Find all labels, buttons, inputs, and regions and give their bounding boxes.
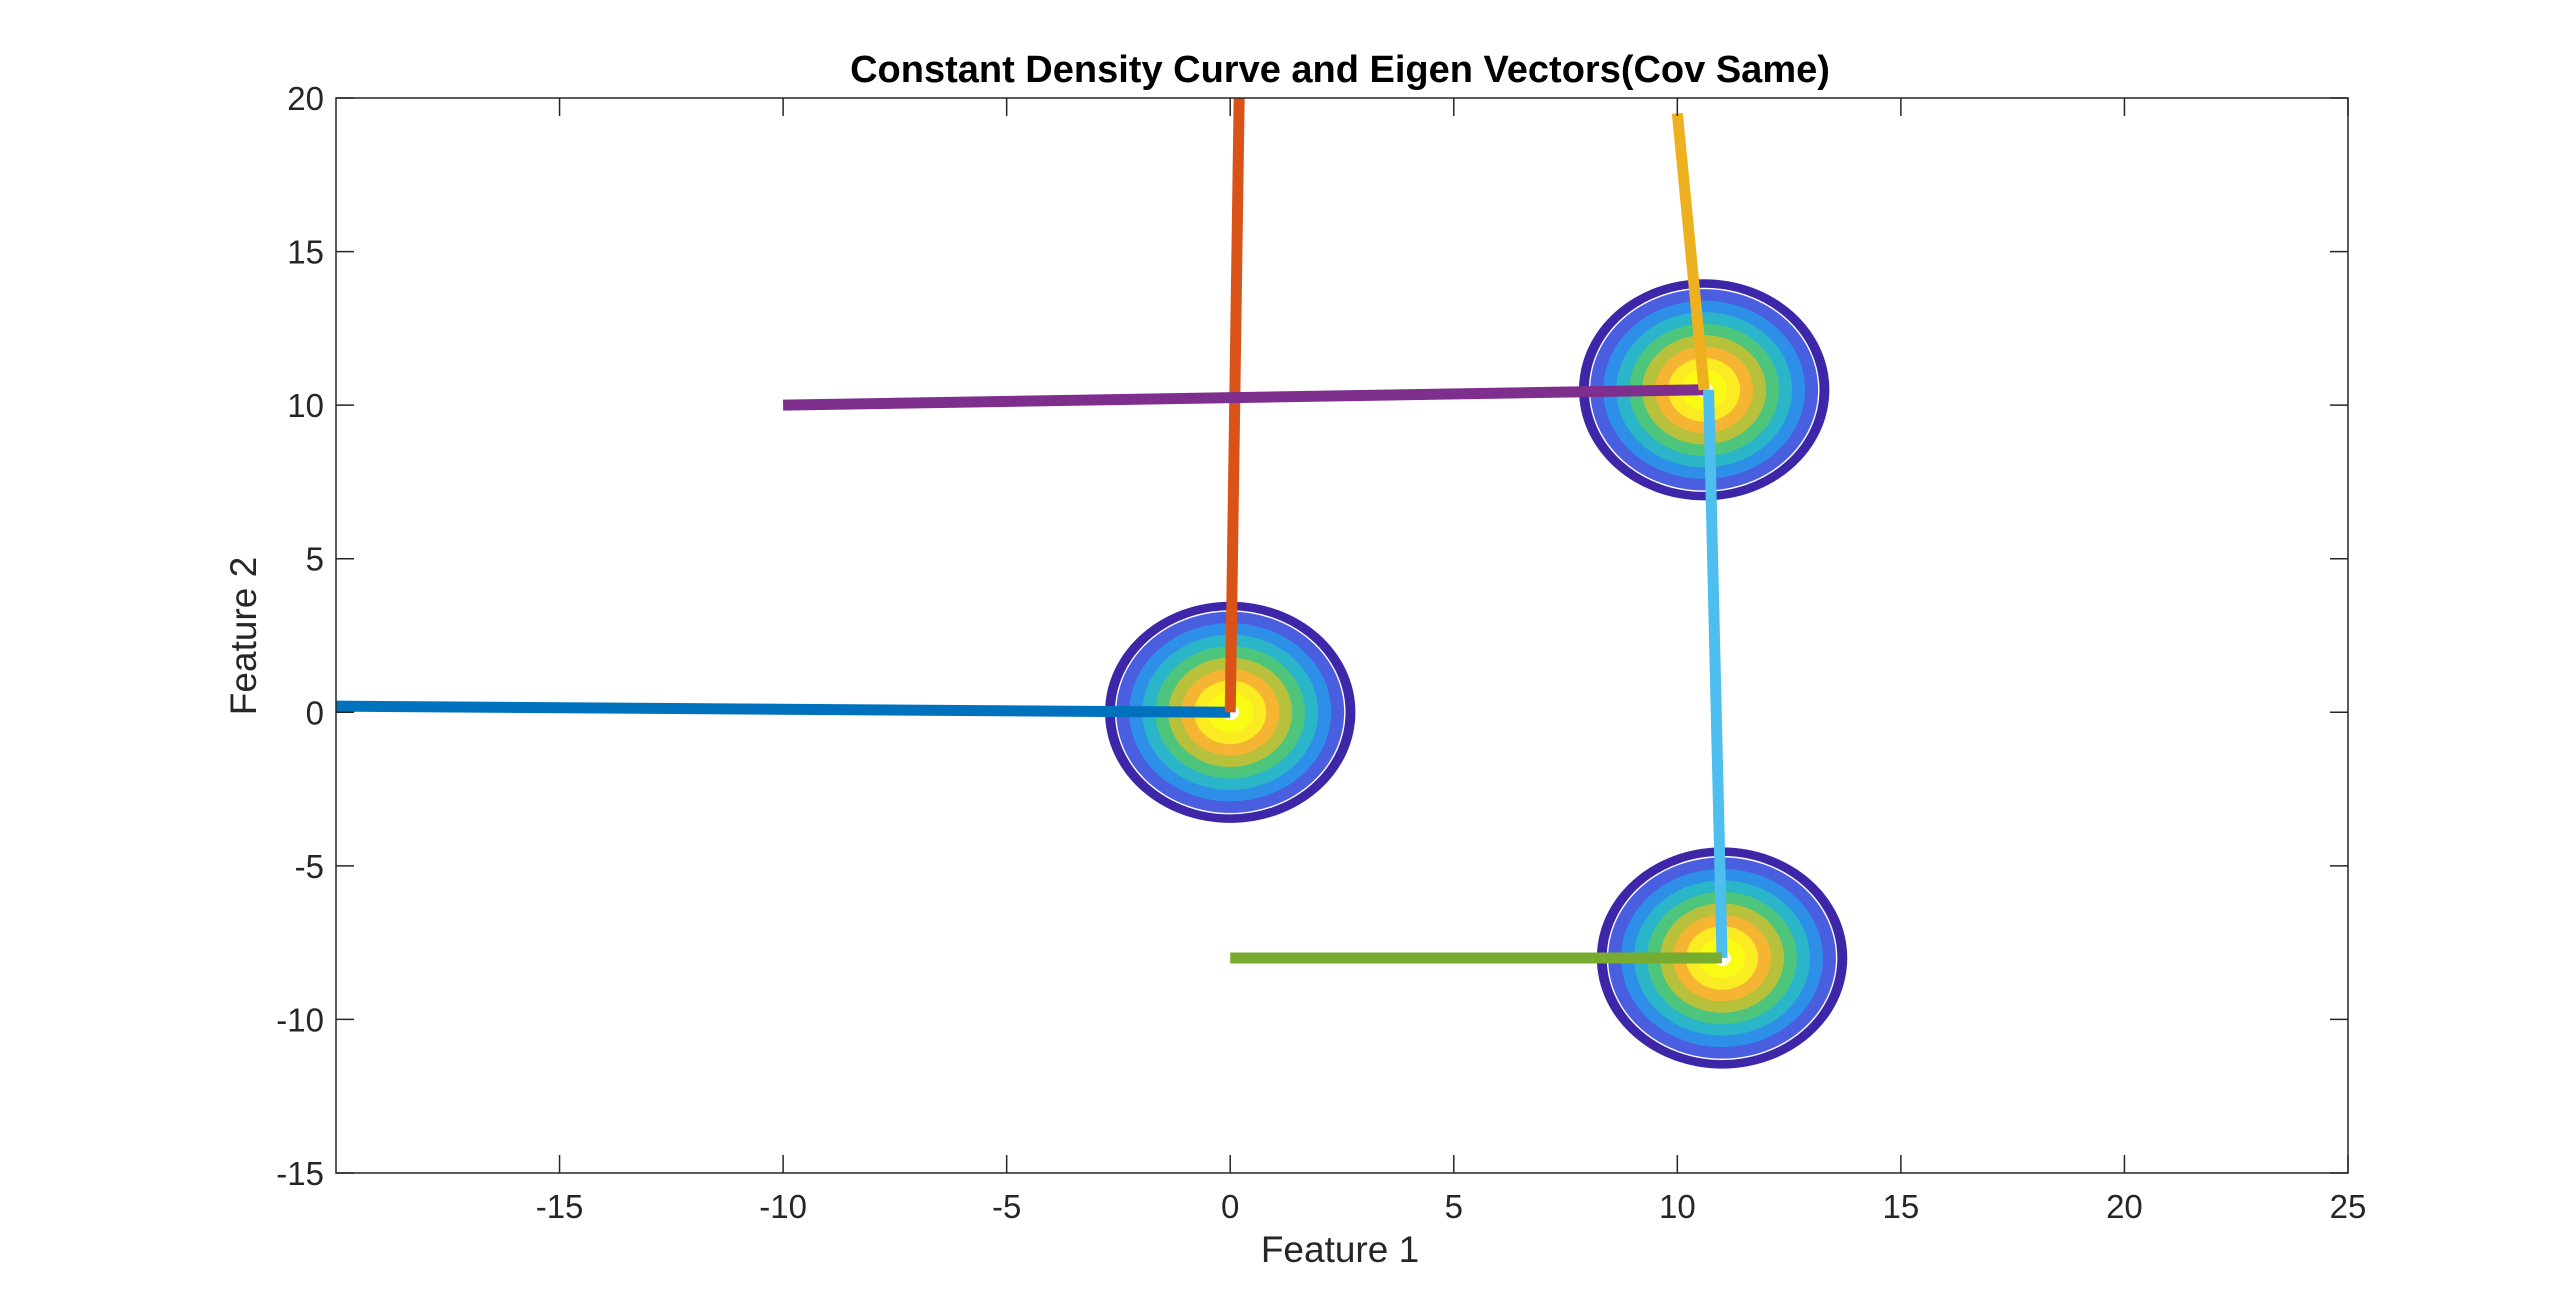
chart-title: Constant Density Curve and Eigen Vectors…: [850, 49, 1830, 91]
x-tick-label: 15: [1883, 1188, 1920, 1225]
y-tick-label: 10: [287, 387, 324, 424]
y-tick-label: 5: [306, 541, 324, 578]
x-tick-label: 10: [1659, 1188, 1696, 1225]
y-tick-label: 0: [306, 694, 324, 731]
y-tick-label: -10: [276, 1001, 324, 1038]
x-axis-label: Feature 1: [1261, 1229, 1419, 1270]
eigen-vector-line-3: [1671, 112, 1710, 391]
x-tick-label: -10: [759, 1188, 807, 1225]
y-tick-label: 20: [287, 80, 324, 117]
y-axis-label: Feature 2: [223, 557, 264, 715]
eigen-vector-line-2: [783, 384, 1705, 411]
x-tick-label: -5: [992, 1188, 1021, 1225]
density-contour-0: [1105, 601, 1356, 823]
y-tick-label: -15: [276, 1155, 324, 1192]
axes-box: [335, 97, 2349, 1174]
y-tick-label: -5: [295, 848, 324, 885]
eigen-vector-line-0: [335, 700, 1231, 718]
x-tick-label: 20: [2106, 1188, 2143, 1225]
x-tick-label: 0: [1221, 1188, 1239, 1225]
x-tick-label: -15: [536, 1188, 584, 1225]
x-tick-label: 5: [1445, 1188, 1463, 1225]
axis-ticks: -15 -10 -5 0 5 10 15 20 25 -15 -10 -5 0 5 10 15 20: [276, 80, 2366, 1225]
eigen-vector-line-1: [1224, 97, 1245, 713]
plot-area: [335, 97, 1848, 1069]
y-tick-label: 15: [287, 234, 324, 271]
x-tick-label: 25: [2330, 1188, 2367, 1225]
eigen-vector-line-4: [1703, 389, 1728, 959]
